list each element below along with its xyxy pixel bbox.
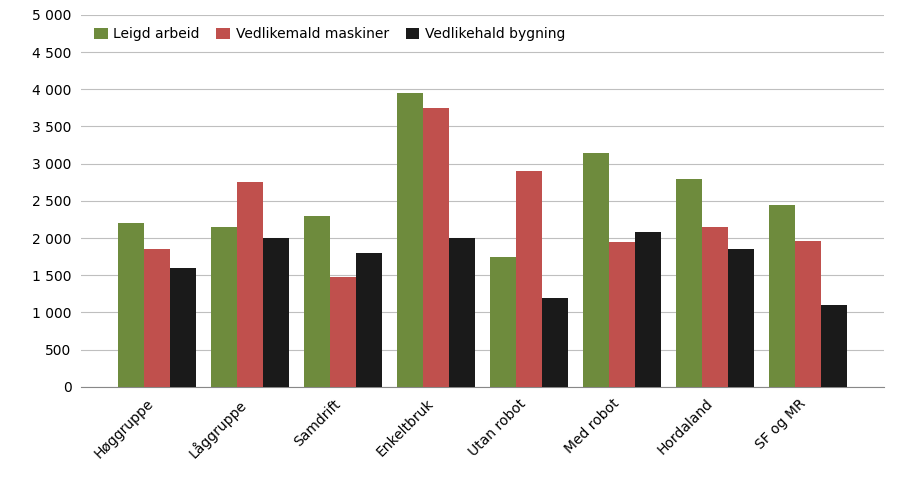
Bar — [237, 182, 262, 387]
Bar — [516, 171, 542, 387]
Bar — [635, 233, 661, 387]
Bar — [170, 268, 196, 387]
Bar — [211, 227, 237, 387]
Bar — [397, 93, 423, 387]
Bar — [769, 204, 796, 387]
Bar — [330, 277, 356, 387]
Bar — [117, 223, 143, 387]
Legend: Leigd arbeid, Vedlikemald maskiner, Vedlikehald bygning: Leigd arbeid, Vedlikemald maskiner, Vedl… — [88, 22, 571, 47]
Bar — [542, 298, 568, 387]
Bar — [796, 241, 822, 387]
Bar — [356, 253, 382, 387]
Bar — [822, 305, 848, 387]
Bar — [490, 257, 516, 387]
Bar — [609, 242, 635, 387]
Bar — [583, 153, 609, 387]
Bar — [262, 238, 289, 387]
Bar — [676, 179, 703, 387]
Bar — [728, 249, 754, 387]
Bar — [703, 227, 728, 387]
Bar — [143, 249, 170, 387]
Bar — [449, 238, 475, 387]
Bar — [304, 216, 330, 387]
Bar — [423, 108, 449, 387]
